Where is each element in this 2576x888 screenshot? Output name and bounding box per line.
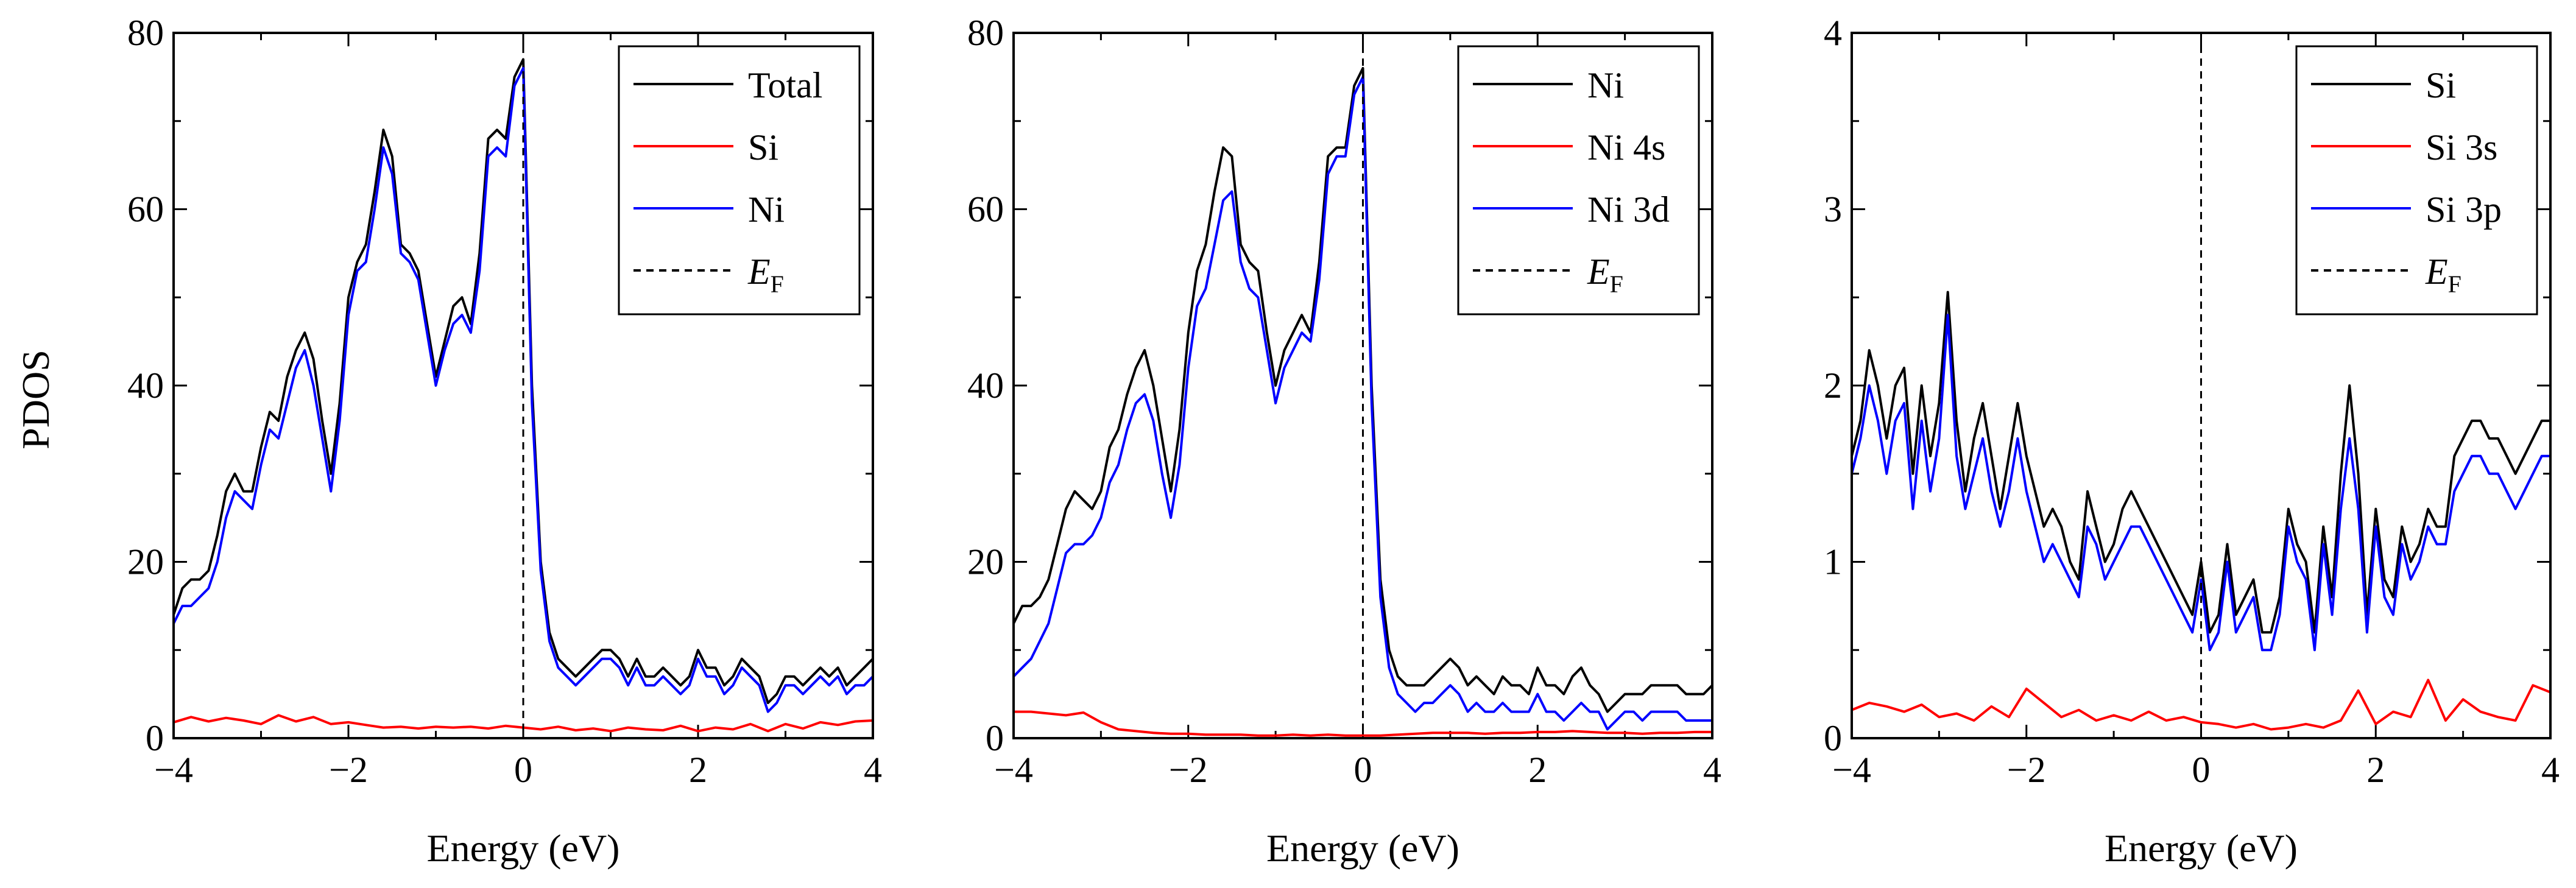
x-tick-label: 0 [2192,750,2211,790]
x-tick-label: −4 [994,750,1033,790]
x-tick-label: −4 [154,750,193,790]
legend-box [2295,45,2538,315]
figure-ylabel: PDOS [14,350,57,449]
x-tick-label: −2 [329,750,368,790]
legend-box [1457,45,1700,315]
series-line-ni-4s [1014,710,1712,737]
panel-si: −4 −2 0 2 4 0 1 2 3 4 Energy (eV) Si Si 3s Si 3p EF [1824,13,2560,870]
legend-label-si-3s: Si 3s [2426,127,2497,167]
y-tick-label: 80 [967,13,1004,53]
series-line-ni [1014,66,1712,713]
legend-label-ef: EF [2425,252,2461,298]
y-tick-label: 3 [1824,189,1842,230]
x-tick-label: 4 [2541,750,2560,790]
y-tick-label: 40 [967,365,1004,406]
x-axis-label: Energy (eV) [2105,826,2298,870]
plot-frame [1851,32,2552,739]
x-tick-label: −2 [1169,750,1208,790]
plot-frame [1012,32,1713,739]
series-line-si-3s [1852,678,2550,731]
y-tick-label: 40 [127,365,164,406]
legend-label-ef: EF [1587,252,1623,298]
legend-box [618,45,861,315]
y-tick-label: 0 [1824,718,1842,758]
y-tick-label: 4 [1824,13,1842,53]
x-tick-label: 4 [864,750,882,790]
series-line-ni [174,66,873,713]
x-axis-label: Energy (eV) [427,826,620,870]
y-tick-label: 0 [986,718,1004,758]
legend-label-si: Si [748,127,778,167]
x-tick-label: −4 [1832,750,1871,790]
y-tick-label: 2 [1824,365,1842,406]
y-tick-label: 60 [127,189,164,230]
y-tick-label: 20 [127,542,164,582]
legend-label-si: Si [2426,65,2456,105]
legend-label-ni: Ni [748,189,785,230]
legend-label-ni: Ni [1587,65,1624,105]
x-tick-label: 4 [1703,750,1721,790]
x-tick-label: 0 [1354,750,1372,790]
x-tick-label: −2 [2007,750,2046,790]
y-tick-label: 20 [967,542,1004,582]
y-tick-label: 80 [127,13,164,53]
legend-label-ni-4s: Ni 4s [1587,127,1665,167]
legend: Ni Ni 4s Ni 3d EF [1457,45,1700,315]
legend: Total Si Ni EF [618,45,861,315]
legend-label-ef: EF [747,252,784,298]
series-line-si-3p [1852,314,2550,652]
x-tick-label: 2 [1528,750,1547,790]
legend-label-ni-3d: Ni 3d [1587,189,1670,230]
x-axis-label: Energy (eV) [1266,826,1459,870]
y-tick-label: 60 [967,189,1004,230]
x-tick-label: 2 [2366,750,2385,790]
y-tick-label: 0 [146,718,164,758]
plot-frame [172,32,874,739]
y-tick-label: 1 [1824,542,1842,582]
legend-label-total: Total [748,65,822,105]
x-tick-label: 0 [514,750,532,790]
legend-label-si-3p: Si 3p [2426,189,2502,230]
legend: Si Si 3s Si 3p EF [2295,45,2538,315]
x-tick-label: 2 [689,750,707,790]
